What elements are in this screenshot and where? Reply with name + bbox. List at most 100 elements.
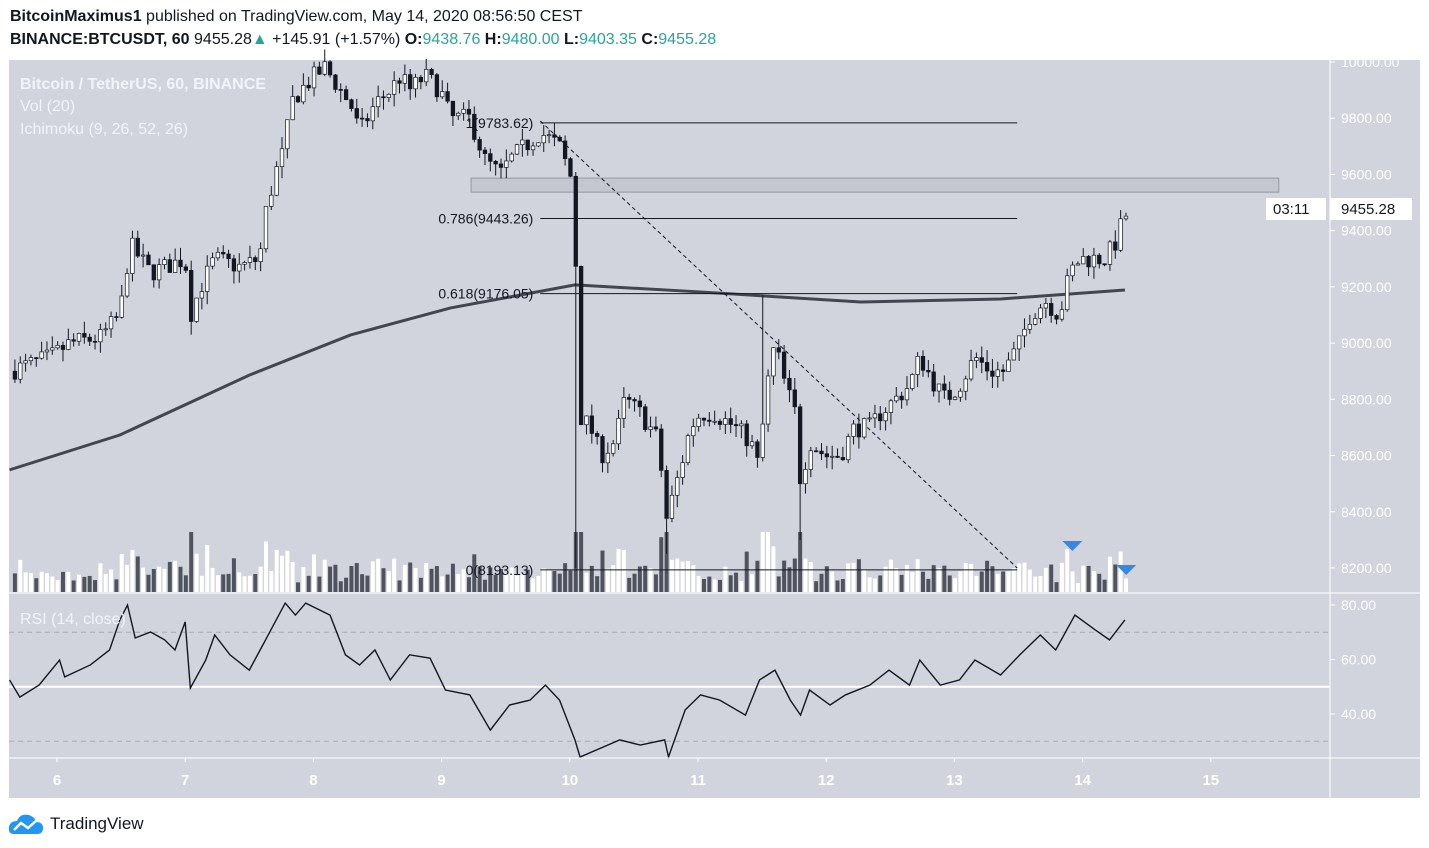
candle-up [605, 452, 610, 464]
legend-vol: Vol (20) [20, 98, 75, 115]
volume-bar [242, 576, 247, 592]
volume-bar [520, 573, 525, 592]
candle-up [279, 148, 285, 167]
volume-bar [963, 563, 968, 592]
volume-bar [1118, 551, 1123, 592]
candle-down [34, 357, 39, 360]
fib-level-label: 1(9783.62) [466, 115, 534, 131]
tradingview-logo[interactable]: TradingView [8, 812, 144, 836]
volume-bar [798, 532, 803, 592]
candle-up [199, 291, 205, 299]
candle-down [114, 316, 119, 318]
candle-down [653, 426, 659, 430]
candle-up [872, 413, 878, 419]
rsi-pane [8, 601, 1330, 760]
rsi-tick-label: 80.00 [1341, 597, 1376, 613]
candle-down [466, 108, 472, 115]
candle-up [456, 112, 461, 117]
symbol: BINANCE:BTCUSDT, 60 [10, 31, 190, 48]
volume-bar [290, 561, 295, 592]
volume-bar [840, 579, 845, 592]
candle-up [894, 395, 899, 402]
volume-bar [1054, 582, 1059, 592]
volume-bar [82, 576, 87, 592]
candle-down [477, 139, 482, 151]
volume-bar [135, 556, 140, 592]
candle-down [899, 395, 904, 401]
volume-bar [669, 559, 674, 592]
volume-bar [23, 572, 28, 592]
volume-bar [1123, 578, 1128, 592]
time-tick-label: 14 [1074, 772, 1091, 789]
candle-up [808, 450, 813, 470]
volume-bar [830, 571, 835, 592]
candle-down [135, 237, 140, 257]
volume-bar [728, 575, 733, 592]
volume-bar [1059, 562, 1064, 592]
candle-up [1081, 256, 1086, 265]
candle-down [942, 383, 947, 391]
candle-down [840, 457, 846, 461]
price-tick-label: 9200.00 [1341, 279, 1392, 295]
volume-bar [285, 550, 290, 592]
volume-bar [28, 573, 33, 592]
volume-bar [611, 565, 616, 592]
candle-up [130, 237, 135, 274]
volume-bar [712, 579, 717, 592]
candle-down [493, 160, 498, 165]
volume-bar [910, 571, 915, 592]
author[interactable]: BitcoinMaximus1 [10, 8, 142, 25]
candle-up [530, 145, 536, 151]
candle-down [552, 134, 557, 138]
candle-down [717, 420, 723, 425]
candle-up [66, 339, 71, 350]
volume-bar [504, 572, 509, 592]
volume-bar [429, 568, 434, 592]
volume-bar [1001, 571, 1006, 592]
candle-down [797, 406, 803, 485]
rsi-tick-label: 40.00 [1341, 706, 1376, 722]
publish-header: BitcoinMaximus1 published on TradingView… [10, 8, 582, 26]
volume-bar [194, 553, 199, 592]
candle-up [210, 257, 215, 267]
volume-bar [1027, 569, 1032, 592]
price-tick-label: 8200.00 [1341, 560, 1392, 576]
volume-bar [536, 575, 541, 592]
candle-down [381, 96, 386, 99]
volume-bar [589, 565, 594, 592]
volume-bar [568, 570, 573, 592]
legend-rsi: RSI (14, close) [20, 611, 126, 628]
volume-bar [296, 582, 301, 592]
open-label: O: [404, 31, 423, 48]
candle-down [926, 369, 931, 373]
candle-up [1107, 241, 1113, 265]
volume-bar [392, 558, 397, 592]
candle-up [712, 420, 717, 423]
candle-up [685, 435, 691, 464]
candle-down [659, 428, 664, 471]
candle-up [402, 74, 407, 84]
volume-bar [835, 580, 840, 592]
volume-bar [312, 554, 317, 592]
candle-up [514, 144, 520, 155]
volume-bar [1011, 568, 1016, 592]
volume-bar [114, 579, 119, 592]
volume-bar [819, 573, 824, 592]
volume-bar [119, 553, 124, 592]
volume-bar [878, 575, 883, 592]
volume-bar [979, 571, 984, 592]
volume-bar [643, 565, 648, 592]
fib-level-label: 0(8193.13) [466, 562, 534, 578]
fib-level-label: 0.618(9176.05) [438, 286, 533, 302]
candle-up [675, 477, 680, 496]
volume-bar [210, 567, 215, 592]
volume-bar [1065, 549, 1070, 592]
price-tick-label: 9800.00 [1341, 110, 1392, 126]
candle-down [1049, 303, 1054, 316]
volume-bar [969, 563, 974, 592]
candle-up [648, 426, 653, 430]
volume-bar [958, 571, 963, 592]
volume-bar [125, 564, 130, 592]
axes: 10000.00 9800.00 9600.00 9400.00 9200.00 9000… [9, 54, 1420, 798]
